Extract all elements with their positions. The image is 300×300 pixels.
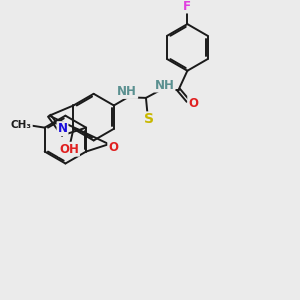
Text: OH: OH <box>59 143 79 156</box>
Text: F: F <box>183 0 191 13</box>
Text: CH₃: CH₃ <box>11 120 32 130</box>
Text: O: O <box>108 141 118 154</box>
Text: S: S <box>144 112 154 127</box>
Text: N: N <box>58 122 68 135</box>
Text: NH: NH <box>155 79 175 92</box>
Text: NH: NH <box>117 85 137 98</box>
Text: O: O <box>188 97 198 110</box>
